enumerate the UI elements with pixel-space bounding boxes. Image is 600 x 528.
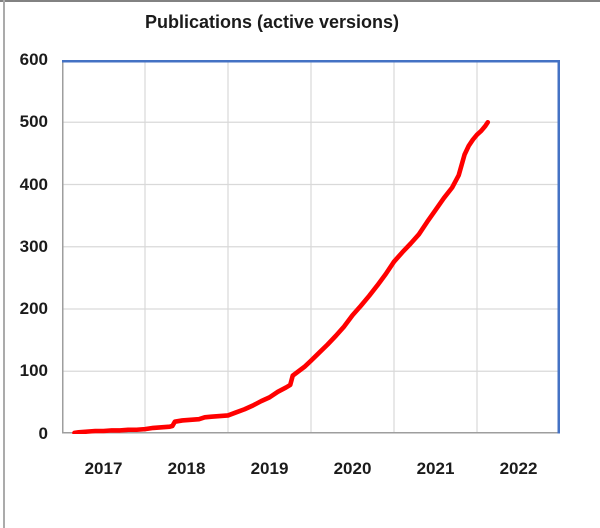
x-tick-label: 2021	[416, 459, 455, 478]
plot-border	[62, 60, 560, 434]
x-tick-label: 2018	[167, 459, 206, 478]
gridlines	[62, 60, 560, 434]
y-tick-label: 100	[19, 361, 48, 381]
window-left-edge	[3, 0, 5, 528]
x-tick-label: 2017	[84, 459, 123, 478]
y-tick-label: 400	[19, 174, 48, 194]
x-tick-label: 2020	[333, 459, 372, 478]
y-tick-label: 200	[19, 299, 48, 318]
y-tick-label: 0	[38, 423, 48, 443]
chart-title: Publications (active versions)	[144, 12, 400, 32]
x-tick-label: 2019	[250, 459, 289, 478]
y-tick-label: 300	[19, 236, 48, 256]
y-tick-label: 600	[19, 50, 48, 69]
plot-area	[62, 60, 560, 434]
publications-line-series	[72, 119, 491, 434]
y-tick-label: 500	[19, 112, 48, 132]
x-tick-label: 2022	[499, 459, 538, 478]
window-top-edge	[0, 0, 600, 2]
